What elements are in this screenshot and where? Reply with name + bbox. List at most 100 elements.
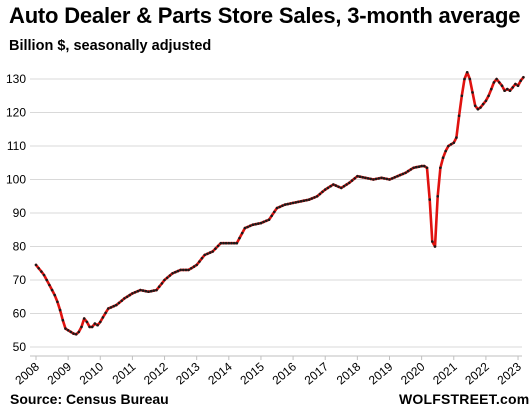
data-point-57 — [187, 268, 190, 272]
data-point-109 — [326, 186, 330, 190]
data-point-46 — [157, 285, 161, 289]
data-point-136 — [398, 173, 402, 177]
data-point-30 — [115, 303, 118, 307]
data-point-66 — [211, 250, 214, 253]
data-point-40 — [141, 289, 145, 292]
data-point-87 — [267, 218, 271, 221]
data-point-139 — [406, 169, 410, 173]
data-point-146 — [425, 166, 429, 170]
data-point-110 — [329, 184, 332, 188]
data-point-81 — [251, 223, 255, 226]
data-point-114 — [340, 186, 343, 190]
data-point-119 — [353, 177, 357, 180]
data-point-78 — [243, 226, 247, 230]
data-point-52 — [174, 270, 177, 274]
data-point-178 — [511, 86, 514, 89]
x-tick-label-2015: 2015 — [237, 359, 267, 387]
data-point-121 — [358, 175, 362, 178]
data-point-175 — [503, 89, 506, 92]
data-point-3 — [42, 273, 46, 277]
x-tick-label-2022: 2022 — [462, 359, 492, 387]
data-point-6 — [50, 288, 54, 292]
data-point-101 — [305, 198, 308, 202]
data-point-51 — [171, 272, 174, 275]
x-tick-label-2020: 2020 — [398, 359, 428, 387]
data-point-61 — [198, 260, 201, 263]
data-point-153 — [444, 149, 448, 153]
data-point-44 — [152, 289, 156, 292]
data-point-95 — [289, 202, 292, 205]
data-point-26 — [104, 311, 107, 315]
data-point-97 — [294, 201, 298, 204]
data-point-71 — [224, 241, 228, 245]
data-point-79 — [246, 225, 249, 229]
data-point-69 — [219, 241, 223, 245]
data-point-103 — [310, 197, 314, 200]
data-point-169 — [487, 94, 490, 98]
data-point-122 — [361, 176, 365, 179]
x-tick-label-2013: 2013 — [173, 359, 203, 387]
y-tick-label-60: 60 — [13, 307, 27, 321]
data-point-127 — [374, 177, 378, 181]
data-point-145 — [423, 164, 426, 168]
data-point-27 — [107, 307, 110, 310]
data-point-137 — [401, 172, 405, 176]
data-point-151 — [439, 166, 442, 170]
data-point-120 — [356, 174, 359, 178]
data-point-80 — [248, 224, 252, 228]
data-point-113 — [337, 185, 340, 189]
data-point-59 — [192, 265, 196, 268]
chart-subtitle: Billion $, seasonally adjusted — [9, 38, 212, 54]
data-point-29 — [112, 304, 115, 308]
data-point-47 — [160, 282, 164, 285]
data-point-7 — [53, 293, 56, 297]
data-point-49 — [165, 276, 169, 280]
data-point-76 — [238, 236, 241, 240]
data-point-93 — [283, 203, 287, 206]
data-point-4 — [45, 278, 48, 282]
x-tick-label-2011: 2011 — [110, 359, 139, 387]
data-point-25 — [101, 316, 105, 319]
data-point-173 — [498, 81, 501, 84]
data-point-11 — [64, 327, 67, 330]
data-point-70 — [222, 241, 225, 245]
data-point-60 — [195, 263, 198, 267]
data-point-100 — [302, 199, 306, 202]
data-point-31 — [117, 301, 121, 305]
data-point-65 — [208, 251, 212, 254]
brand-logo-text: WOLFSTREET.com — [399, 391, 529, 407]
data-point-90 — [275, 206, 279, 210]
data-point-128 — [377, 177, 381, 180]
data-point-116 — [345, 183, 348, 186]
data-point-22 — [93, 322, 97, 325]
y-tick-label-90: 90 — [13, 206, 27, 220]
y-tick-label-80: 80 — [13, 240, 27, 254]
data-point-149 — [433, 245, 437, 248]
data-point-112 — [334, 184, 338, 187]
y-tick-label-120: 120 — [6, 106, 26, 120]
data-point-174 — [500, 84, 504, 87]
x-tick-label-2021: 2021 — [430, 359, 460, 387]
data-point-96 — [291, 201, 295, 205]
data-point-159 — [460, 94, 464, 98]
y-tick-label-100: 100 — [6, 173, 26, 187]
data-point-54 — [179, 268, 182, 272]
data-point-10 — [61, 318, 65, 322]
data-point-123 — [364, 176, 367, 180]
data-point-15 — [74, 333, 78, 336]
data-point-73 — [230, 241, 233, 245]
data-point-98 — [297, 200, 300, 204]
data-point-39 — [139, 288, 142, 292]
data-point-35 — [128, 293, 131, 297]
data-point-150 — [436, 195, 440, 198]
data-point-75 — [235, 241, 239, 245]
data-point-118 — [350, 179, 354, 182]
data-point-99 — [299, 200, 303, 203]
data-point-132 — [388, 178, 391, 181]
data-point-64 — [206, 252, 209, 256]
data-point-142 — [415, 165, 418, 169]
data-point-170 — [490, 87, 493, 91]
data-point-161 — [465, 71, 469, 74]
data-point-117 — [348, 181, 351, 185]
data-point-181 — [519, 79, 522, 82]
